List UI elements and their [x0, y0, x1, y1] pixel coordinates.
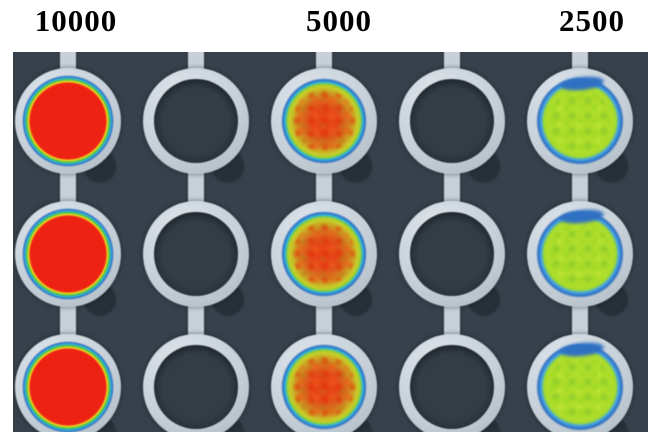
well-connector-tab — [572, 163, 588, 211]
well-row3-col4 — [399, 334, 505, 432]
well-row1-col4 — [399, 68, 505, 174]
well-connector-tab — [444, 163, 460, 211]
well-connector-tab — [60, 163, 76, 211]
well-fill-texture — [549, 223, 611, 285]
well-row2-col4 — [399, 201, 505, 307]
well-fill — [410, 212, 494, 296]
well-row2-col1 — [15, 201, 121, 307]
well-fill-texture — [549, 356, 611, 418]
well-row2-col2 — [143, 201, 249, 307]
well-row3-col3 — [271, 334, 377, 432]
well-fill-texture — [293, 223, 355, 285]
concentration-label-5000: 5000 — [306, 3, 372, 38]
well-fill — [22, 208, 114, 300]
well-row1-col3 — [271, 68, 377, 174]
well-fill — [22, 75, 114, 167]
well-plate-photo-inner — [13, 52, 648, 432]
concentration-label-2500: 2500 — [559, 3, 625, 38]
well-row3-col2 — [143, 334, 249, 432]
well-connector-tab — [572, 296, 588, 344]
well-fill — [154, 345, 238, 429]
well-plate-photo — [13, 52, 648, 432]
concentration-label-10000: 10000 — [34, 3, 118, 38]
well-row2-col3 — [271, 201, 377, 307]
well-connector-tab — [316, 163, 332, 211]
well-row1-col2 — [143, 68, 249, 174]
well-row3-col1 — [15, 334, 121, 432]
well-connector-tab — [444, 296, 460, 344]
concentration-labels-row: 10000 5000 2500 — [0, 0, 660, 52]
well-fill — [410, 79, 494, 163]
well-fill — [22, 341, 114, 432]
well-row3-col5 — [527, 334, 633, 432]
well-fill-texture — [293, 356, 355, 418]
well-connector-tab — [60, 296, 76, 344]
well-connector-tab — [188, 296, 204, 344]
well-row2-col5 — [527, 201, 633, 307]
well-fill — [410, 345, 494, 429]
well-row1-col1 — [15, 68, 121, 174]
well-fill — [154, 212, 238, 296]
well-row1-col5 — [527, 68, 633, 174]
well-connector-tab — [188, 163, 204, 211]
well-fill-texture — [549, 90, 611, 152]
well-fill-texture — [293, 90, 355, 152]
well-connector-tab — [316, 296, 332, 344]
well-fill — [154, 79, 238, 163]
